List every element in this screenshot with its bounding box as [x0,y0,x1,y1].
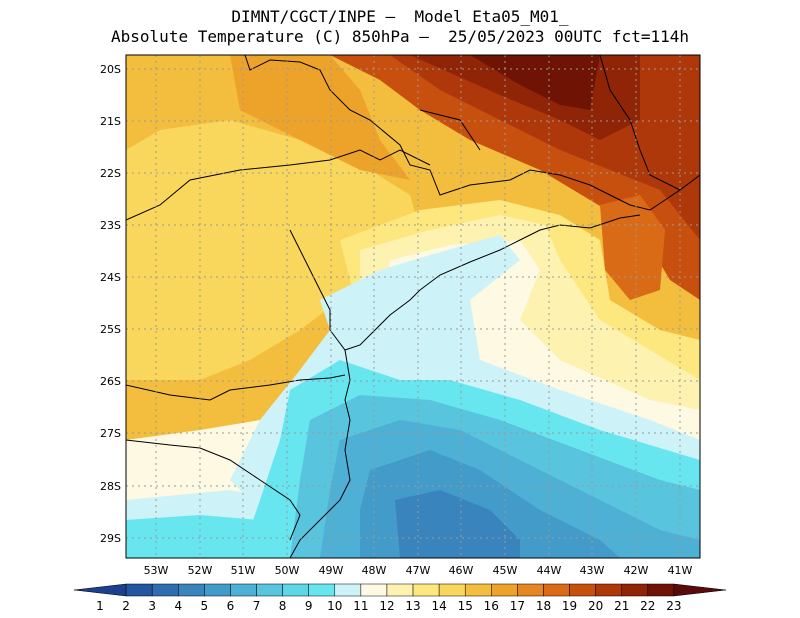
colorbar-label: 12 [379,599,394,613]
coastline-sao-paulo [419,214,641,291]
colorbar-swatch [334,583,362,597]
lon-label: 50W [275,564,300,577]
lon-label: 51W [231,564,256,577]
lon-label: 42W [624,564,649,577]
colorbar-label: 5 [201,599,209,613]
lon-label: 43W [580,564,605,577]
colorbar-swatch [569,583,596,597]
colorbar-swatch [517,583,544,597]
state-border-parana-west [289,229,331,330]
field-band-14-west [126,120,420,380]
colorbar-swatch [647,583,675,597]
colorbar-swatch [673,583,727,597]
colorbar-label: 18 [536,599,551,613]
colorbar-label: 20 [588,599,603,613]
lat-label: 20S [100,63,121,76]
field-band-4 [395,490,520,558]
field-band-18-blob [600,195,665,300]
colorbar-label: 4 [174,599,182,613]
colorbar-swatch [256,583,283,597]
plot-frame [125,54,701,559]
lat-label: 28S [100,480,121,493]
colorbar-label: 22 [640,599,655,613]
map-title-line-1: DIMNT/CGCT/INPE – Model Eta05_M01_ [231,7,569,26]
colorbar-label: 23 [666,599,681,613]
colorbar-label: 14 [431,599,446,613]
field-band-16-north [230,55,410,180]
lon-label: 44W [537,564,562,577]
colorbar-label: 10 [327,599,342,613]
colorbar-label: 21 [614,599,629,613]
lat-label: 22S [100,167,121,180]
lat-label: 25S [100,323,121,336]
colorbar-label: 11 [353,599,368,613]
colorbar-swatch [412,583,440,597]
colorbar-swatch [491,583,518,597]
lat-label: 27S [100,427,121,440]
colorbar-swatch [125,583,153,597]
colorbar-label: 1 [96,599,104,613]
latitude-axis: 20S 21S 22S 23S 24S 25S 26S 27S 28S 29S [100,63,121,545]
colorbar-swatch [204,583,231,597]
colorbar-label: 7 [253,599,261,613]
lat-label: 26S [100,375,121,388]
lon-label: 49W [319,564,344,577]
state-border-es [599,55,681,191]
lat-label: 29S [100,532,121,545]
colorbar-swatch [282,583,309,597]
field-band-9-southwest [126,515,260,558]
lon-label: 53W [144,564,169,577]
lon-label: 46W [449,564,474,577]
colorbar-swatch [621,583,649,597]
lon-label: 48W [362,564,387,577]
lon-label: 41W [668,564,693,577]
colorbar-swatch [230,583,257,597]
colorbar-label: 9 [305,599,313,613]
colorbar-label: 13 [405,599,420,613]
colorbar-label: 17 [510,599,525,613]
colorbar-swatch [464,583,492,597]
lon-label: 45W [493,564,518,577]
lon-label: 52W [188,564,213,577]
lon-label: 47W [406,564,431,577]
colorbar-swatch [595,583,622,597]
colorbar-label: 2 [122,599,130,613]
map-title-line-2: Absolute Temperature (C) 850hPa – 25/05/… [111,27,689,46]
colorbar-swatch [73,583,127,597]
longitude-axis: 53W 52W 51W 50W 49W 48W 47W 46W 45W 44W … [144,564,693,577]
colorbar-swatch [360,583,388,597]
colorbar-label: 3 [148,599,156,613]
colorbar-label: 6 [227,599,235,613]
colorbar-swatch [308,583,336,597]
colorbar-label: 15 [458,599,473,613]
state-border-parana-north [126,149,431,221]
lat-label: 23S [100,219,121,232]
colorbar-swatch [386,583,414,597]
state-border-parana-sc [126,374,346,401]
temperature-field [126,55,700,558]
state-border-north [244,55,700,211]
colorbar-swatch [438,583,466,597]
coastline-santa-catarina [289,349,351,558]
colorbar-label: 8 [279,599,287,613]
colorbar-swatch [178,583,205,597]
colorbar-swatch [151,583,179,597]
lat-label: 21S [100,115,121,128]
colorbar: 1 2 3 4 5 6 7 8 9 10 11 12 13 14 15 16 17 18 19 20 21 22 23 [73,583,727,613]
colorbar-swatch [543,583,570,597]
field-band-22 [470,55,600,110]
colorbar-label: 16 [484,599,499,613]
colorbar-label: 19 [562,599,577,613]
coastline-and-borders [126,55,700,558]
state-border-mg [419,109,481,151]
state-border-sc-rs [126,439,301,541]
lat-label: 24S [100,271,121,284]
